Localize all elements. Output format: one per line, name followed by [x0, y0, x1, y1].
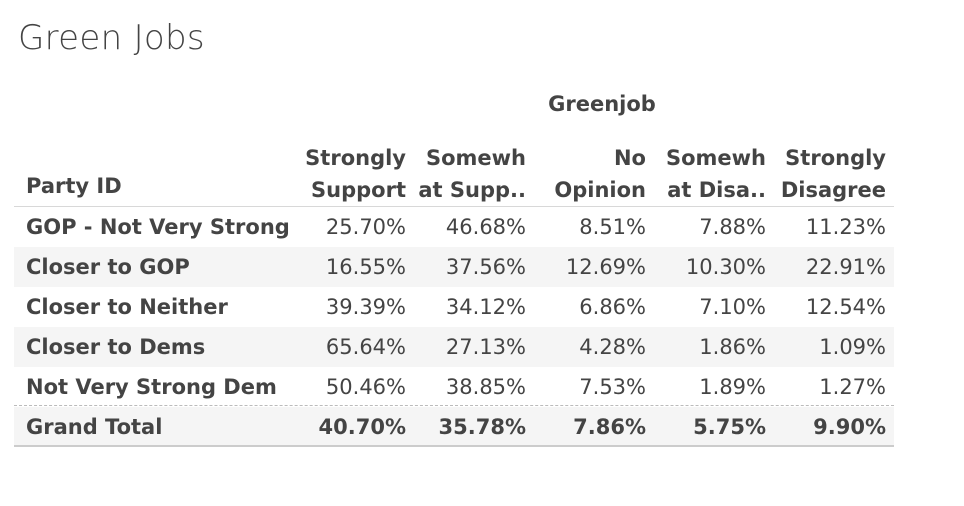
table-row: Closer to Dems 65.64% 27.13% 4.28% 1.86% 1.09…	[14, 327, 894, 367]
table-cell[interactable]: 65.64%	[325, 335, 406, 359]
table-cell[interactable]: 8.51%	[579, 215, 646, 239]
column-header-line: at Disa..	[667, 178, 766, 202]
row-header-label: Party ID	[26, 174, 122, 198]
table-cell[interactable]: 7.53%	[579, 375, 646, 399]
column-header-line: No	[613, 146, 646, 170]
row-label: Not Very Strong Dem	[26, 375, 277, 399]
total-divider	[14, 405, 894, 407]
table-cell[interactable]: 35.78%	[438, 415, 526, 439]
table-cell[interactable]: 34.12%	[445, 295, 526, 319]
table-cell[interactable]: 1.86%	[699, 335, 766, 359]
table-cell[interactable]: 50.46%	[325, 375, 406, 399]
table-cell[interactable]: 39.39%	[325, 295, 406, 319]
table-cell[interactable]: 25.70%	[325, 215, 406, 239]
table-cell[interactable]: 27.13%	[445, 335, 526, 359]
table-cell[interactable]: 10.30%	[685, 255, 766, 279]
table-bottom-border	[14, 445, 894, 447]
table-cell[interactable]: 12.54%	[805, 295, 886, 319]
column-header-line: Strongly	[305, 146, 406, 170]
column-header-line: Strongly	[785, 146, 886, 170]
table-cell[interactable]: 1.27%	[819, 375, 886, 399]
row-label: GOP - Not Very Strong	[26, 215, 290, 239]
table-cell[interactable]: 4.28%	[579, 335, 646, 359]
grand-total-row: Grand Total 40.70% 35.78% 7.86% 5.75% 9.90%	[14, 407, 894, 447]
row-label: Closer to Neither	[26, 295, 228, 319]
column-header-line: Somewh	[665, 146, 766, 170]
table-row: GOP - Not Very Strong 25.70% 46.68% 8.51% 7.…	[14, 207, 894, 247]
table-cell[interactable]: 6.86%	[579, 295, 646, 319]
column-header[interactable]: No Opinion	[534, 142, 646, 206]
row-label: Closer to Dems	[26, 335, 206, 359]
column-header[interactable]: Somewh at Disa..	[654, 142, 766, 206]
row-label: Closer to GOP	[26, 255, 190, 279]
table-cell[interactable]: 16.55%	[325, 255, 406, 279]
table-cell[interactable]: 9.90%	[813, 415, 886, 439]
table-cell[interactable]: 40.70%	[318, 415, 406, 439]
column-header[interactable]: Strongly Support	[294, 142, 406, 206]
table-cell[interactable]: 38.85%	[445, 375, 526, 399]
table-cell[interactable]: 1.89%	[699, 375, 766, 399]
table-cell[interactable]: 5.75%	[693, 415, 766, 439]
table-cell[interactable]: 1.09%	[819, 335, 886, 359]
column-header-line: Somewh	[425, 146, 526, 170]
table-row: Closer to GOP 16.55% 37.56% 12.69% 10.30% 22.…	[14, 247, 894, 287]
table-cell[interactable]: 12.69%	[565, 255, 646, 279]
table-row: Not Very Strong Dem 50.46% 38.85% 7.53% 1.89…	[14, 367, 894, 407]
header-divider	[14, 206, 894, 207]
table-row: Closer to Neither 39.39% 34.12% 6.86% 7.10% 1…	[14, 287, 894, 327]
column-header-line: Support	[311, 178, 406, 202]
column-header[interactable]: Strongly Disagree	[774, 142, 886, 206]
column-header-line: Opinion	[554, 178, 646, 202]
grand-total-label: Grand Total	[26, 415, 163, 439]
table-cell[interactable]: 11.23%	[805, 215, 886, 239]
table-cell[interactable]: 7.10%	[699, 295, 766, 319]
table-cell[interactable]: 22.91%	[805, 255, 886, 279]
table-cell[interactable]: 46.68%	[445, 215, 526, 239]
chart-title: Green Jobs	[18, 18, 205, 58]
column-header-line: at Supp..	[418, 178, 526, 202]
table-cell[interactable]: 37.56%	[445, 255, 526, 279]
table-cell[interactable]: 7.88%	[699, 215, 766, 239]
column-header-line: Disagree	[780, 178, 886, 202]
column-header[interactable]: Somewh at Supp..	[414, 142, 526, 206]
table-cell[interactable]: 7.86%	[573, 415, 646, 439]
crosstab-table: Greenjob Party ID Strongly Support Somewh a…	[14, 0, 894, 506]
column-group-header: Greenjob	[548, 92, 656, 116]
